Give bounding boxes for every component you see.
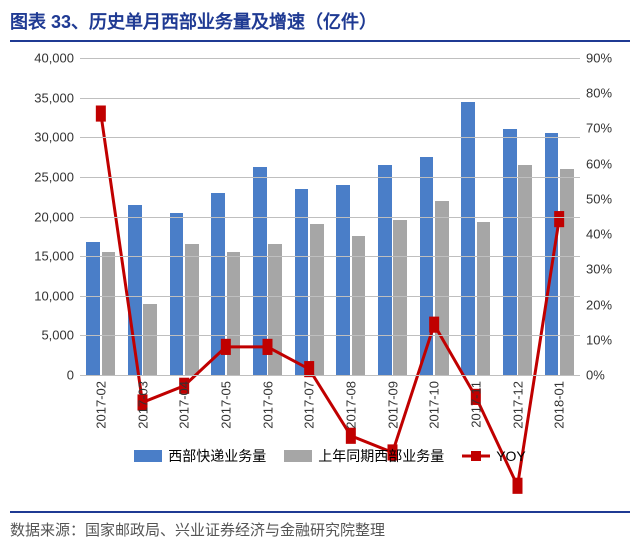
plot-area: 05,00010,00015,00020,00025,00030,00035,0… — [80, 58, 580, 375]
x-tick-label: 2017-05 — [218, 381, 233, 429]
x-tick-label: 2017-10 — [427, 381, 442, 429]
grid-line — [80, 256, 580, 257]
yoy-marker — [96, 105, 106, 121]
y2-tick-label: 90% — [580, 51, 612, 66]
figure-root: 图表 33、历史单月西部业务量及增速（亿件） 0 5,000 10,000 15,00… — [0, 0, 640, 550]
y1-tick-label: 5,000 — [41, 328, 80, 343]
grid-line — [80, 177, 580, 178]
yoy-marker — [554, 211, 564, 227]
legend-label-line: YOY — [496, 448, 526, 464]
legend-label-bar1: 西部快递业务量 — [168, 446, 266, 466]
y2-tick-label: 20% — [580, 297, 612, 312]
yoy-marker — [429, 317, 439, 333]
legend-swatch-bar1 — [134, 450, 162, 462]
x-axis-labels: 2017-02 2017-03 2017-04 2017-05 2017-06 2017-… — [80, 375, 580, 505]
y1-tick-label: 40,000 — [34, 51, 80, 66]
y1-tick-label: 25,000 — [34, 169, 80, 184]
x-tick-label: 2017-08 — [343, 381, 358, 429]
y2-tick-label: 80% — [580, 86, 612, 101]
x-tick-label: 2017-12 — [510, 381, 525, 429]
grid-line — [80, 98, 580, 99]
x-tick-label: 2017-02 — [93, 381, 108, 429]
y2-tick-label: 50% — [580, 191, 612, 206]
x-tick-label: 2017-11 — [468, 381, 483, 428]
y1-tick-label: 15,000 — [34, 249, 80, 264]
legend: 西部快递业务量 上年同期西部业务量 YOY — [80, 443, 580, 469]
y2-tick-label: 60% — [580, 156, 612, 171]
x-tick-label: 2017-04 — [177, 381, 192, 429]
plot: 05,00010,00015,00020,00025,00030,00035,0… — [80, 58, 580, 375]
y1-tick-label: 20,000 — [34, 209, 80, 224]
title-rule — [10, 40, 630, 42]
legend-label-bar2: 上年同期西部业务量 — [318, 446, 444, 466]
y2-tick-label: 10% — [580, 332, 612, 347]
chart-area: 0 5,000 10,000 15,000 20,000 25,000 30,000 35,0… — [10, 48, 630, 505]
y2-tick-label: 70% — [580, 121, 612, 136]
grid-line — [80, 335, 580, 336]
y2-tick-label: 30% — [580, 262, 612, 277]
y2-tick-label: 0% — [580, 368, 605, 383]
grid-line — [80, 217, 580, 218]
y1-tick-label: 30,000 — [34, 130, 80, 145]
y1-tick-label: 0 — [67, 368, 80, 383]
legend-item-bar2: 上年同期西部业务量 — [284, 446, 444, 466]
legend-item-bar1: 西部快递业务量 — [134, 446, 266, 466]
chart-title: 图表 33、历史单月西部业务量及增速（亿件） — [10, 8, 630, 34]
grid-line — [80, 137, 580, 138]
title-row: 图表 33、历史单月西部业务量及增速（亿件） — [0, 0, 640, 38]
y1-tick-label: 35,000 — [34, 90, 80, 105]
yoy-marker — [263, 339, 273, 355]
x-tick-label: 2017-09 — [385, 381, 400, 429]
legend-item-line: YOY — [462, 448, 526, 464]
x-tick-label: 2017-07 — [302, 381, 317, 429]
legend-swatch-bar2 — [284, 450, 312, 462]
x-tick-label: 2017-03 — [135, 381, 150, 429]
y1-tick-label: 10,000 — [34, 288, 80, 303]
legend-swatch-line — [462, 449, 490, 463]
grid-line — [80, 58, 580, 59]
x-tick-label: 2017-06 — [260, 381, 275, 429]
yoy-marker — [221, 339, 231, 355]
y2-tick-label: 40% — [580, 227, 612, 242]
grid-line — [80, 296, 580, 297]
x-tick-label: 2018-01 — [552, 381, 567, 429]
